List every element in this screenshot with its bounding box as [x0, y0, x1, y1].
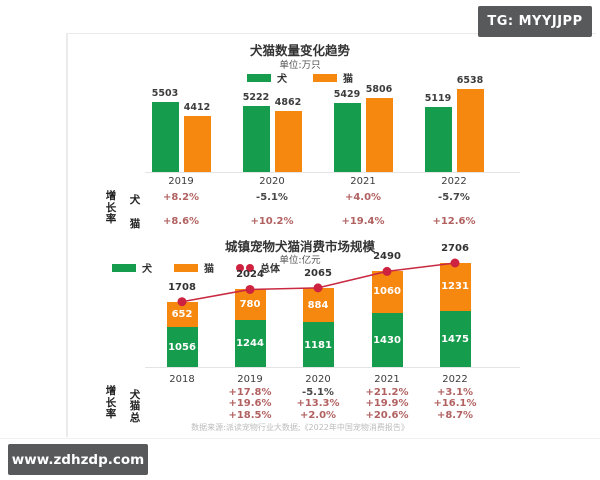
growth-value-犬-2: +21.2%	[355, 387, 419, 398]
growth-value-总-1: +2.0%	[286, 410, 350, 421]
year-label-2019: 2019	[156, 176, 206, 187]
bar-value-cat-2021: 5806	[354, 84, 404, 95]
total-trend-overlay	[0, 250, 600, 368]
growth-rate-label: 增 长 率	[104, 386, 118, 421]
population-chart-plot: 55034412522248625429580651196538	[0, 85, 600, 173]
legend-item-dog: 犬	[247, 70, 287, 85]
total-data-point-2019	[246, 285, 255, 294]
bar-value-cat-2022: 6538	[445, 75, 495, 86]
data-source-note: 数据来源:派读宠物行业大数据;《2022年中国宠物消费报告》	[0, 422, 600, 433]
growth-value-猫-2: +19.9%	[355, 398, 419, 409]
total-data-point-2018	[178, 297, 187, 306]
year-label-bottom-2021: 2021	[362, 374, 412, 385]
bar-dog-2022	[425, 107, 452, 173]
bar-value-cat-2020: 4862	[263, 97, 313, 108]
population-chart-unit: 单位:万只	[0, 57, 600, 71]
total-trend-line	[182, 263, 455, 302]
total-data-point-2021	[383, 267, 392, 276]
growth-value-犬-1: -5.1%	[240, 192, 304, 203]
year-label-2022: 2022	[429, 176, 479, 187]
bar-dog-2021	[334, 103, 361, 173]
market-chart-plot: 6521056170878012442024884118120651060143…	[0, 250, 600, 368]
year-label-bottom-2020: 2020	[293, 374, 343, 385]
bar-cat-2022	[457, 89, 484, 173]
bar-cat-2021	[366, 98, 393, 173]
growth-value-总-2: +20.6%	[355, 410, 419, 421]
growth-value-总-0: +18.5%	[218, 410, 282, 421]
growth-row-label-犬: 犬	[127, 192, 143, 207]
year-label-2020: 2020	[247, 176, 297, 187]
bar-value-dog-2022: 5119	[413, 93, 463, 104]
bar-cat-2020	[275, 111, 302, 173]
population-chart-legend: 犬猫	[0, 70, 600, 85]
growth-value-犬-0: +17.8%	[218, 387, 282, 398]
legend-label-dog: 犬	[277, 70, 287, 85]
year-label-bottom-2019: 2019	[225, 374, 275, 385]
growth-row-label-猫: 猫	[127, 216, 143, 231]
growth-value-猫-3: +12.6%	[422, 216, 486, 227]
growth-value-犬-3: -5.7%	[422, 192, 486, 203]
year-label-bottom-2022: 2022	[430, 374, 480, 385]
growth-value-猫-0: +8.6%	[149, 216, 213, 227]
growth-value-犬-3: +3.1%	[423, 387, 487, 398]
bar-dog-2020	[243, 106, 270, 173]
growth-value-猫-1: +10.2%	[240, 216, 304, 227]
watermark-badge: www.zdhzdp.com	[8, 444, 148, 475]
bar-value-cat-2019: 4412	[172, 102, 222, 113]
total-data-point-2020	[314, 283, 323, 292]
growth-value-犬-2: +4.0%	[331, 192, 395, 203]
bar-value-dog-2019: 5503	[140, 88, 190, 99]
growth-value-犬-1: -5.1%	[286, 387, 350, 398]
growth-rate-label: 增 长 率	[104, 191, 118, 226]
growth-value-总-3: +8.7%	[423, 410, 487, 421]
growth-value-猫-2: +19.4%	[331, 216, 395, 227]
cat-swatch	[313, 74, 337, 82]
year-label-2021: 2021	[338, 176, 388, 187]
bar-cat-2019	[184, 116, 211, 173]
growth-value-犬-0: +8.2%	[149, 192, 213, 203]
year-label-bottom-2018: 2018	[157, 374, 207, 385]
growth-value-猫-1: +13.3%	[286, 398, 350, 409]
tg-badge: TG: MYYJJPP	[478, 6, 592, 37]
infographic-page: TG: MYYJJPP 犬猫数量变化趋势 单位:万只 犬猫 5503441252…	[0, 0, 600, 480]
growth-value-猫-0: +19.6%	[218, 398, 282, 409]
dog-swatch	[247, 74, 271, 82]
page-frame-bottom-line	[0, 438, 600, 439]
legend-item-cat: 猫	[313, 70, 353, 85]
population-chart-axis	[145, 172, 520, 173]
legend-label-cat: 猫	[343, 70, 353, 85]
market-chart-axis	[145, 367, 520, 368]
total-data-point-2022	[451, 259, 460, 268]
growth-value-猫-3: +16.1%	[423, 398, 487, 409]
